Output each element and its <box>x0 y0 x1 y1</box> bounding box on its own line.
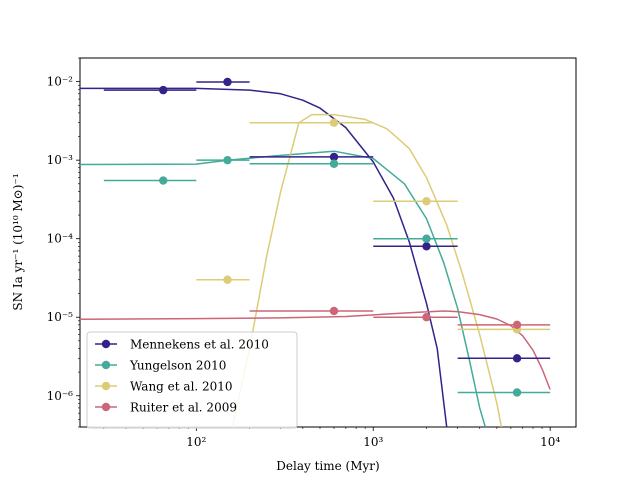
data-point <box>329 306 339 316</box>
data-point <box>422 242 431 251</box>
legend-box <box>86 331 298 429</box>
data-point <box>329 159 339 168</box>
data-point <box>159 176 168 185</box>
y-tick-label: 10⁻⁶ <box>47 389 74 403</box>
data-point <box>223 77 232 87</box>
points-layer <box>103 77 551 397</box>
y-tick-label: 10⁻⁵ <box>47 310 74 324</box>
legend-label: Yungelson 2010 <box>129 359 226 373</box>
y-axis: 10⁻⁶ 10⁻⁵ 10⁻⁴ 10⁻³ 10⁻² <box>47 57 80 428</box>
x-tick-label: 10³ <box>363 435 383 449</box>
data-point <box>422 234 431 243</box>
data-point <box>223 275 232 284</box>
data-point <box>329 152 339 162</box>
legend-marker <box>101 360 111 370</box>
data-point <box>512 320 522 330</box>
legend-label: Mennekens et al. 2010 <box>130 338 269 352</box>
legend-label: Wang et al. 2010 <box>130 380 233 394</box>
y-axis-label: SN Ia yr⁻¹ (10¹⁰ M⊙)⁻¹ <box>11 173 25 310</box>
legend-marker <box>101 381 111 391</box>
legend-marker <box>101 402 111 412</box>
curve-line <box>80 87 448 427</box>
data-point <box>512 354 522 363</box>
x-tick-label: 10² <box>186 435 206 449</box>
data-point <box>422 197 431 206</box>
data-point <box>159 85 168 95</box>
curve-line <box>80 310 551 390</box>
y-tick-label: 10⁻⁴ <box>47 232 74 246</box>
legend: Mennekens et al. 2010 Yungelson 2010 Wang … <box>86 331 298 429</box>
data-point <box>223 155 232 165</box>
x-axis-label: Delay time (Myr) <box>276 459 379 473</box>
data-point <box>422 313 431 322</box>
x-tick-label: 10⁴ <box>540 435 560 449</box>
legend-label: Ruiter et al. 2009 <box>130 401 237 415</box>
legend-marker <box>101 339 111 349</box>
curve-line <box>231 113 503 427</box>
x-axis: 10² 10³ 10⁴ <box>103 427 560 449</box>
data-point <box>329 118 339 127</box>
y-tick-label: 10⁻² <box>47 75 74 89</box>
y-tick-label: 10⁻³ <box>47 153 74 167</box>
data-point <box>512 388 522 397</box>
